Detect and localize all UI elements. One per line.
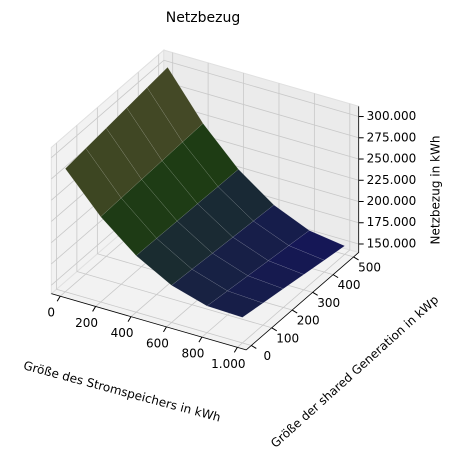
y-tick <box>353 256 359 261</box>
x-tick-label: 1.000 <box>211 357 245 371</box>
x-tick-label: 400 <box>111 326 134 340</box>
y-tick <box>332 274 339 279</box>
axis-line <box>51 293 247 351</box>
chart-title: Netzbezug <box>166 10 241 26</box>
x-tick <box>92 306 97 312</box>
y-axis-label: Größe der shared Generation in kWp <box>268 293 441 451</box>
x-tick-label: 800 <box>181 347 204 361</box>
surface-patch <box>226 275 284 304</box>
grid-line <box>51 59 165 159</box>
grid-line <box>163 81 359 139</box>
grid-line <box>237 249 351 348</box>
y-tick <box>312 291 318 296</box>
grid-line <box>56 288 252 346</box>
z-tick-label: 175.000 <box>367 215 417 229</box>
y-tick-label: 100 <box>276 331 299 345</box>
z-tick-label: 225.000 <box>367 173 417 187</box>
x-tick <box>127 316 132 322</box>
x-tick-label: 200 <box>75 316 98 330</box>
z-tick-label: 300.000 <box>367 109 417 123</box>
z-tick-label: 200.000 <box>367 194 417 208</box>
surface-patch <box>206 290 264 318</box>
y-tick-label: 0 <box>263 349 271 363</box>
surface-patch <box>64 147 122 218</box>
y-tick <box>271 327 278 332</box>
x-tick-label: 0 <box>47 306 55 320</box>
y-tick <box>291 309 298 314</box>
grid-line <box>163 59 359 117</box>
y-tick-label: 400 <box>338 278 361 292</box>
y-tick-label: 300 <box>317 296 340 310</box>
z-axis-label: Netzbezug in kWh <box>429 136 443 245</box>
grid-line <box>163 102 359 160</box>
x-tick <box>163 326 167 333</box>
x-tick-label: 600 <box>146 336 169 350</box>
z-tick-label: 275.000 <box>367 130 417 144</box>
x-tick <box>56 295 61 302</box>
z-tick-label: 250.000 <box>367 152 417 166</box>
surface-patch <box>247 260 305 290</box>
surface-patch <box>85 127 142 199</box>
surface-patch <box>267 245 325 275</box>
x-axis-label: Größe des Stromspeichers in kWh <box>22 358 222 424</box>
x-tick <box>198 336 203 343</box>
y-tick-label: 200 <box>297 314 320 328</box>
y-tick <box>251 345 257 349</box>
x-tick <box>233 347 238 353</box>
z-tick-label: 150.000 <box>367 236 417 250</box>
axis-line <box>245 252 359 351</box>
grid-line <box>76 271 272 329</box>
y-tick-label: 500 <box>358 260 381 274</box>
